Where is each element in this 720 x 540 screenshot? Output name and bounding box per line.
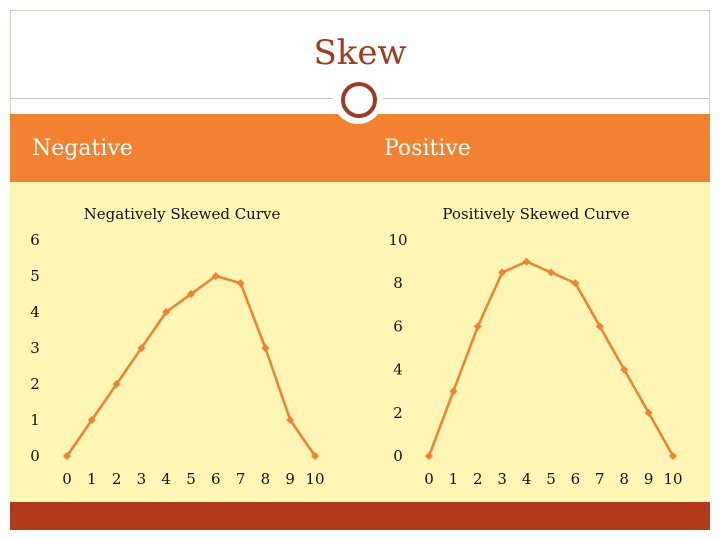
neg-x-tick-label: 2 <box>112 470 122 488</box>
neg-data-point <box>236 279 245 288</box>
neg-y-tick-label: 0 <box>30 447 40 465</box>
title-rule-left <box>11 98 333 99</box>
neg-data-point <box>187 290 195 298</box>
positive-heading: Positive <box>384 136 471 161</box>
negative-heading: Negative <box>32 136 133 161</box>
neg-y-tick-label: 2 <box>30 375 40 393</box>
pos-x-tick-label: 8 <box>619 470 629 488</box>
pos-data-point <box>522 257 531 266</box>
pos-data-point <box>547 268 555 277</box>
pos-x-tick-label: 3 <box>497 470 507 488</box>
pos-data-point <box>425 452 433 460</box>
pos-y-tick-label: 2 <box>393 404 403 422</box>
pos-y-tick-label: 0 <box>393 447 403 465</box>
neg-y-tick-label: 1 <box>30 411 40 429</box>
neg-chart-title: Negatively Skewed Curve <box>84 205 281 223</box>
pos-data-point <box>473 322 482 331</box>
neg-y-tick-label: 4 <box>30 303 40 321</box>
neg-data-point <box>112 380 121 388</box>
neg-x-tick-label: 10 <box>305 470 324 488</box>
neg-y-tick-label: 6 <box>30 231 40 249</box>
neg-data-point <box>63 452 71 460</box>
pos-series-line <box>427 260 675 457</box>
neg-data-point <box>286 416 295 424</box>
pos-x-tick-label: 6 <box>571 470 581 488</box>
pos-y-tick-label: 10 <box>388 231 407 249</box>
pos-x-tick-label: 5 <box>546 470 556 488</box>
neg-x-tick-label: 6 <box>211 470 221 488</box>
neg-x-tick-label: 0 <box>62 470 72 488</box>
pos-x-tick-label: 9 <box>644 470 654 488</box>
pos-chart-title: Positively Skewed Curve <box>442 205 629 223</box>
heading-band <box>10 114 710 182</box>
neg-y-tick-label: 5 <box>30 267 40 285</box>
neg-data-point <box>261 344 270 352</box>
pos-x-tick-label: 10 <box>663 470 682 488</box>
pos-y-tick-label: 4 <box>393 361 403 379</box>
content-area <box>10 182 710 502</box>
neg-x-tick-label: 4 <box>161 470 171 488</box>
pos-x-tick-label: 2 <box>473 470 483 488</box>
neg-x-tick-label: 1 <box>87 470 97 488</box>
neg-data-point <box>162 308 171 316</box>
pos-data-point <box>644 408 653 417</box>
neg-y-tick-label: 3 <box>30 339 40 357</box>
neg-x-tick-label: 9 <box>285 470 295 488</box>
pos-y-tick-label: 8 <box>393 274 403 292</box>
pos-x-tick-label: 4 <box>522 470 532 488</box>
pos-x-tick-label: 0 <box>424 470 434 488</box>
pos-x-tick-label: 1 <box>449 470 459 488</box>
neg-data-point <box>311 452 319 460</box>
pos-data-point <box>669 452 677 460</box>
neg-x-tick-label: 3 <box>137 470 147 488</box>
neg-data-point <box>211 272 220 280</box>
pos-x-tick-label: 7 <box>595 470 605 488</box>
ring-icon <box>341 82 377 118</box>
pos-data-point <box>620 365 629 374</box>
pos-data-point <box>571 279 580 288</box>
pos-y-tick-label: 6 <box>393 317 403 335</box>
neg-data-point <box>137 344 146 352</box>
title-rule-right <box>383 98 709 99</box>
pos-data-point <box>449 387 458 396</box>
neg-x-tick-label: 8 <box>261 470 271 488</box>
pos-data-point <box>498 268 507 277</box>
neg-x-tick-label: 7 <box>236 470 246 488</box>
pos-data-point <box>595 322 604 331</box>
neg-x-tick-label: 5 <box>186 470 196 488</box>
neg-data-point <box>87 416 96 424</box>
footer-bar <box>10 502 710 530</box>
slide-title: Skew <box>313 33 407 73</box>
